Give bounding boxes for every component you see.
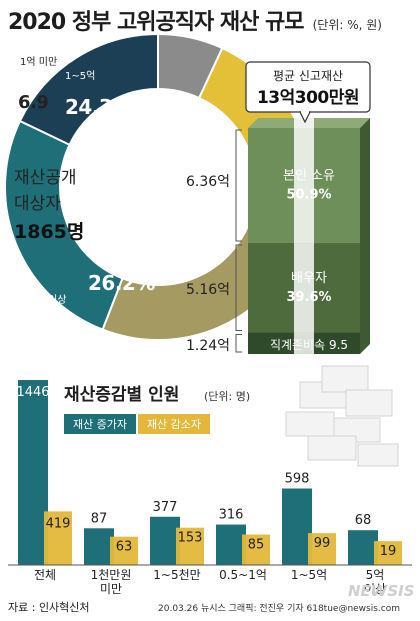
category-label: 1~5천만 <box>153 567 200 582</box>
donut-slice-label: 10~20억 <box>94 243 137 255</box>
chart-title: 2020 정부 고위공직자 재산 규모 <box>8 10 305 35</box>
document-box-icon <box>357 443 399 467</box>
bar-increase-value: 68 <box>355 513 372 528</box>
callout-label: 평균 신고재산 <box>273 69 343 83</box>
category-label: 1천만원 <box>91 567 132 582</box>
callout-pointer-mask <box>301 110 309 113</box>
bar-increase <box>282 488 312 565</box>
stack-segment-label: 배우자 <box>291 271 327 286</box>
bar-decrease-value: 19 <box>380 544 397 559</box>
bar-chart: 재산증감별 인원 (단위: 명) 재산 증가자 재산 감소자 1446 419 전체 87 63… <box>8 365 412 596</box>
category-label: 이상 <box>364 582 386 596</box>
donut-slice-value: 6.9 <box>18 92 48 113</box>
donut-center-total: 1865명 <box>14 221 84 243</box>
donut-slice-label: 20억 이상 <box>23 294 67 306</box>
stack-segment-amount: 6.36억 <box>186 174 230 190</box>
donut-slice <box>18 32 159 147</box>
bar-increase-value: 598 <box>285 471 310 486</box>
bar-decrease <box>242 534 270 565</box>
bar-increase-value: 1446 <box>16 385 49 400</box>
bar-increase <box>18 380 48 565</box>
bar-increase-value: 377 <box>153 500 178 515</box>
newsis-logo: NEWSIS <box>348 582 415 600</box>
donut-slice-value: 24.7% <box>120 180 187 204</box>
stack-segment-label: 본인 소유 <box>283 169 335 184</box>
bar-increase <box>84 528 114 565</box>
bar-decrease-value: 85 <box>248 538 265 553</box>
document-box-icon <box>321 365 369 393</box>
stack-bracket <box>235 334 242 353</box>
document-box-icon <box>285 411 335 437</box>
stack-segment-value: 50.9% <box>286 188 331 203</box>
donut-slice-value: 26.2% <box>88 271 155 295</box>
bar-decrease <box>110 536 138 565</box>
category-label: 미만 <box>100 582 122 596</box>
donut-slice-label: 5~10억 <box>120 153 157 165</box>
title-unit: (단위: %, 원) <box>312 18 382 32</box>
legend-swatch-increase <box>64 414 136 434</box>
stack-segment-band <box>294 243 314 333</box>
legend-label-increase: 재산 증가자 <box>73 418 127 431</box>
stack-bracket <box>235 244 242 332</box>
donut-slice-label: 1억 미만 <box>20 56 57 68</box>
stack-segment-label: 직계존비속 9.5 <box>270 338 348 352</box>
callout-value: 13억300만원 <box>257 88 359 108</box>
legend-label-decrease: 재산 감소자 <box>147 418 201 431</box>
category-label: 전체 <box>34 568 56 582</box>
donut-center-label-1: 재산공개 <box>14 168 77 188</box>
bar-increase-value: 87 <box>91 511 108 526</box>
category-label: 1~5억 <box>291 568 327 582</box>
donut-slice <box>4 119 124 331</box>
source-text: 자료 : 인사혁신처 <box>8 601 90 614</box>
bar-chart-unit: (단위: 명) <box>204 390 250 403</box>
donut-slice-label: 1~5억 <box>65 70 95 82</box>
document-box-icon <box>307 435 357 461</box>
credit-text: 20.03.26 뉴시스 그래픽: 전진우 기자 618tue@newsis.c… <box>158 603 400 614</box>
bar-decrease <box>176 527 204 565</box>
bar-increase <box>150 516 180 565</box>
stack-segment-band <box>294 128 314 244</box>
bar-decrease-value: 419 <box>46 516 71 531</box>
bar-decrease <box>374 541 402 565</box>
stack-segment-value: 39.6% <box>286 290 331 305</box>
stack-bracket <box>235 129 242 242</box>
bar-increase <box>216 524 246 565</box>
stack-segment-band <box>294 332 314 354</box>
document-box-icon <box>345 389 393 417</box>
donut-center-label-2: 대상자 <box>14 194 61 214</box>
legend-swatch-decrease <box>138 414 210 434</box>
donut-slice-value: 17.9% <box>26 320 86 341</box>
bar-decrease-value: 99 <box>314 536 331 551</box>
bar-decrease <box>308 533 336 565</box>
stack-segment-amount: 1.24억 <box>186 338 230 354</box>
bar-decrease <box>44 511 72 565</box>
bar-increase-value: 316 <box>219 508 244 523</box>
bar-chart-title: 재산증감별 인원 <box>64 385 179 405</box>
bar-decrease-value: 63 <box>116 540 133 555</box>
stack-segment-amount: 5.16억 <box>186 282 230 298</box>
donut-slice-value: 24.3% <box>65 95 132 119</box>
column-side-face <box>360 118 370 354</box>
bar-increase <box>348 530 378 565</box>
category-label: 0.5~1억 <box>219 568 267 582</box>
chart-title-line: 2020 정부 고위공직자 재산 규모 (단위: %, 원) <box>8 4 382 36</box>
category-label: 5억 <box>366 568 385 582</box>
footer: 자료 : 인사혁신처 20.03.26 뉴시스 그래픽: 전진우 기자 618tu… <box>8 582 415 614</box>
bar-decrease-value: 153 <box>178 531 203 546</box>
